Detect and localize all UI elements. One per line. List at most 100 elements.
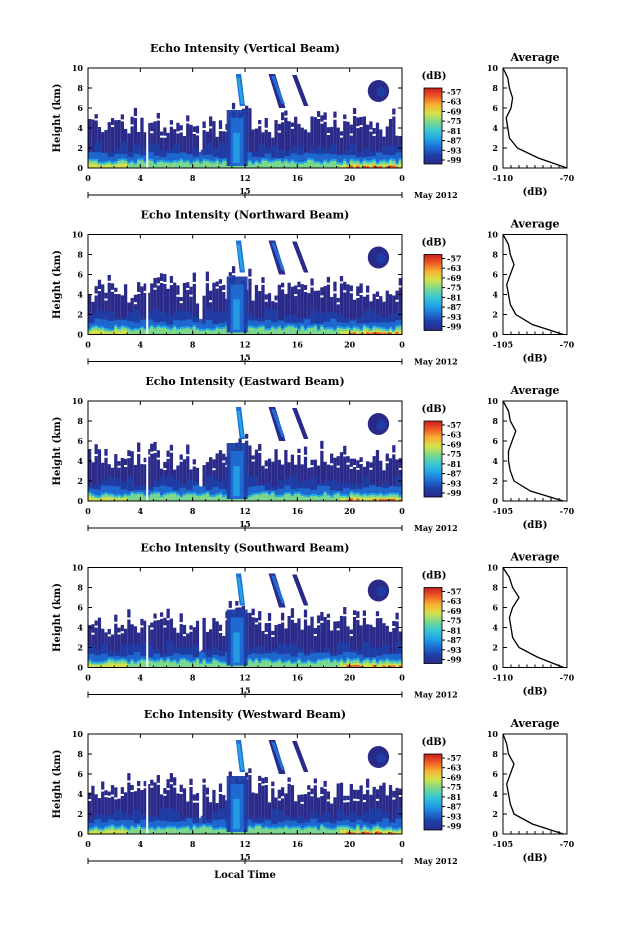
echo-cell bbox=[153, 121, 157, 164]
y-tick-label: 0 bbox=[77, 163, 83, 173]
echo-cell bbox=[110, 663, 115, 668]
echo-cell bbox=[159, 829, 164, 834]
echo-cell bbox=[385, 126, 389, 164]
echo-cell bbox=[205, 663, 210, 668]
colorbar-label: -69 bbox=[447, 606, 462, 616]
echo-cell bbox=[277, 496, 281, 501]
echo-cell bbox=[267, 622, 272, 664]
colorbar-label: -81 bbox=[447, 792, 461, 802]
echo-cell bbox=[398, 458, 402, 468]
profile-x-tick-label: -110 bbox=[493, 673, 513, 683]
echo-cell bbox=[114, 498, 118, 501]
echo-cell bbox=[150, 283, 154, 331]
echo-cell bbox=[195, 828, 200, 834]
echo-cell bbox=[150, 453, 154, 497]
echo-cell bbox=[362, 642, 370, 665]
echo-cell bbox=[218, 783, 223, 792]
echo-cell bbox=[267, 458, 272, 497]
echo-cell bbox=[186, 154, 193, 166]
echo-cell bbox=[310, 160, 314, 168]
echo-cell bbox=[369, 646, 376, 665]
echo-cell bbox=[91, 330, 95, 335]
echo-cell bbox=[143, 457, 147, 463]
echo-cell bbox=[245, 487, 252, 499]
echo-cell bbox=[382, 322, 389, 332]
echo-cell bbox=[362, 329, 367, 335]
echo-cell bbox=[143, 162, 147, 168]
echo-cell bbox=[258, 327, 262, 335]
echo-cell bbox=[251, 455, 255, 460]
echo-cell bbox=[146, 644, 154, 665]
echo-cell bbox=[261, 493, 265, 501]
echo-cell bbox=[156, 112, 160, 119]
echo-cell bbox=[287, 121, 291, 164]
echo-cell bbox=[297, 448, 301, 453]
colorbar-label: -93 bbox=[447, 312, 462, 322]
echo-cell bbox=[88, 823, 95, 832]
echo-cell bbox=[186, 123, 190, 164]
echo-cell bbox=[159, 311, 167, 332]
echo-cell bbox=[195, 125, 200, 134]
echo-cell bbox=[179, 613, 183, 623]
echo-cell bbox=[114, 287, 118, 292]
echo-cell bbox=[297, 660, 301, 668]
echo-cell bbox=[271, 461, 275, 497]
echo-cell bbox=[166, 641, 174, 665]
echo-cell bbox=[205, 142, 213, 165]
colorbar-label: -93 bbox=[447, 145, 462, 155]
echo-cell bbox=[254, 494, 259, 501]
echo-cell bbox=[310, 287, 314, 331]
echo-cell bbox=[233, 799, 240, 829]
echo-cell bbox=[343, 616, 347, 664]
colorbar bbox=[423, 254, 443, 331]
echo-cell bbox=[104, 496, 108, 501]
profile-y-tick-label: 4 bbox=[492, 123, 498, 133]
echo-cell bbox=[88, 625, 92, 664]
echo-cell bbox=[94, 794, 98, 830]
echo-cell bbox=[333, 495, 337, 501]
echo-cell bbox=[258, 443, 262, 451]
echo-cell bbox=[218, 819, 226, 832]
echo-cell bbox=[192, 459, 196, 465]
echo-cell bbox=[88, 331, 92, 335]
echo-cell bbox=[274, 329, 278, 335]
echo-cell bbox=[123, 497, 128, 501]
profile-x-label: (dB) bbox=[523, 687, 548, 698]
echo-cell bbox=[330, 329, 334, 335]
echo-cell bbox=[179, 328, 183, 335]
echo-cell bbox=[280, 330, 285, 335]
echo-cell bbox=[359, 283, 363, 294]
echo-cell bbox=[316, 830, 321, 834]
echo-cell bbox=[254, 659, 259, 668]
echo-cell bbox=[352, 116, 357, 164]
echo-cell bbox=[110, 829, 115, 834]
colorbar bbox=[423, 420, 443, 498]
echo-cell bbox=[280, 828, 285, 834]
y-tick-label: 2 bbox=[77, 143, 83, 153]
echo-field bbox=[88, 68, 402, 168]
echo-cell bbox=[310, 663, 314, 668]
echo-cell bbox=[88, 322, 95, 332]
x-tick-label: 16 bbox=[292, 506, 304, 516]
echo-cell bbox=[228, 272, 232, 277]
echo-cell bbox=[251, 608, 255, 616]
echo-cell bbox=[287, 777, 291, 782]
echo-cell bbox=[352, 497, 357, 501]
profile-y-tick-label: 0 bbox=[492, 330, 498, 340]
echo-cell bbox=[120, 142, 128, 165]
echo-field bbox=[88, 234, 402, 335]
profile-x-tick-label: -110 bbox=[493, 173, 513, 183]
echo-cell bbox=[316, 313, 324, 332]
echo-cell bbox=[343, 607, 347, 615]
echo-cell bbox=[392, 832, 396, 834]
echo-cell bbox=[287, 493, 291, 501]
echo-cell bbox=[202, 617, 206, 664]
data-gap bbox=[199, 607, 201, 652]
echo-cell bbox=[166, 450, 170, 457]
echo-cell bbox=[159, 485, 167, 499]
x-tick-label: 0 bbox=[399, 673, 405, 683]
echo-cell bbox=[339, 615, 344, 664]
echo-cell bbox=[356, 498, 360, 501]
day-label: 15 bbox=[239, 519, 250, 529]
echo-cell bbox=[251, 300, 255, 331]
